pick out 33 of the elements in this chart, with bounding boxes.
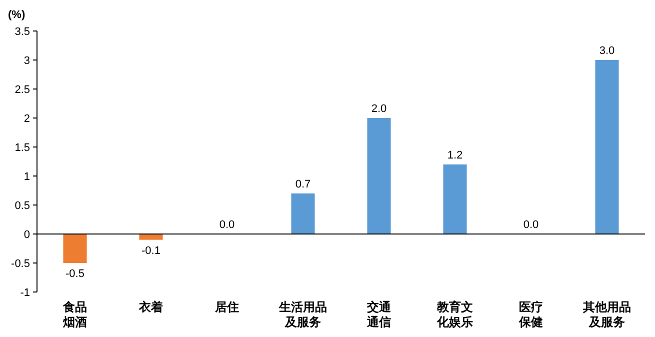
data-label: 0.7	[295, 178, 311, 190]
y-tick-label: -0.5	[11, 258, 30, 270]
y-axis-title: (%)	[8, 9, 26, 21]
x-tick-label: 交通通信	[366, 300, 392, 329]
x-tick-label: 生活用品及服务	[278, 300, 327, 329]
x-tick-label: 食品烟酒	[62, 300, 87, 329]
bar	[595, 60, 619, 234]
bar	[63, 234, 87, 263]
bar	[443, 164, 467, 234]
data-label: -0.1	[142, 244, 160, 257]
bar	[139, 234, 163, 240]
y-tick-label: 1	[24, 171, 30, 183]
y-tick-label: 1.5	[14, 142, 30, 154]
y-tick-label: -1	[20, 287, 30, 299]
x-tick-label: 医疗保健	[518, 300, 543, 329]
y-tick-label: 3.5	[14, 26, 30, 38]
y-tick-label: 0	[24, 229, 30, 241]
data-label: 3.0	[599, 45, 615, 57]
x-tick-label: 居住	[214, 300, 239, 314]
bar	[367, 118, 391, 234]
data-label: 0.0	[219, 219, 235, 231]
data-label: -0.5	[66, 268, 84, 280]
y-tick-label: 3	[24, 55, 30, 67]
bar	[291, 193, 315, 234]
y-tick-label: 2.5	[14, 84, 30, 96]
x-tick-label: 其他用品及服务	[582, 300, 631, 329]
data-label: 2.0	[371, 103, 387, 115]
data-label: 0.0	[523, 219, 539, 231]
x-tick-label: 衣着	[138, 300, 163, 314]
y-tick-label: 0.5	[14, 200, 30, 212]
y-tick-label: 2	[24, 113, 30, 125]
data-label: 1.2	[447, 149, 463, 162]
x-tick-label: 教育文化娱乐	[436, 300, 473, 329]
